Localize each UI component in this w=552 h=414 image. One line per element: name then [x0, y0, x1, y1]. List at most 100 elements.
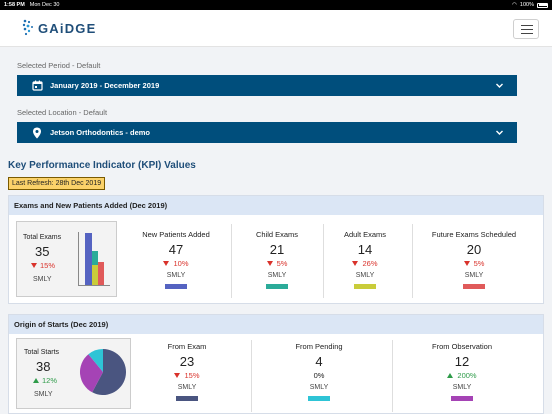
- total-starts-label: Total Starts: [24, 349, 60, 356]
- divider: [412, 224, 413, 298]
- metric-child-exams[interactable]: Child Exams 21 5% SMLY: [238, 230, 316, 289]
- metric-adult-exams[interactable]: Adult Exams 14 26% SMLY: [327, 230, 403, 289]
- total-exams-change-value: 15%: [40, 261, 56, 270]
- metric-change-value: 5%: [473, 259, 485, 268]
- metric-from-exam[interactable]: From Exam 23 15% SMLY: [147, 342, 227, 401]
- total-starts-change: 12%: [33, 376, 57, 385]
- period-value: January 2019 - December 2019: [50, 81, 160, 90]
- metric-change-value: 200%: [457, 371, 477, 380]
- pie-slice-from-exam: [92, 349, 127, 395]
- metric-label: Future Exams Scheduled: [431, 230, 517, 239]
- calendar-icon: [31, 80, 43, 92]
- app-header: GAiDGE: [0, 10, 552, 47]
- total-exams-change: 15%: [31, 261, 55, 270]
- metric-new-patients[interactable]: New Patients Added 47 10% SMLY: [131, 230, 221, 289]
- divider: [323, 224, 324, 298]
- metric-change: 0%: [279, 371, 359, 380]
- metric-label: From Observation: [431, 342, 493, 351]
- metric-from-observation[interactable]: From Observation 12 200% SMLY: [422, 342, 502, 401]
- metric-change-value: 26%: [362, 259, 378, 268]
- metric-label: New Patients Added: [142, 230, 210, 239]
- last-refresh-badge: Last Refresh: 28th Dec 2019: [8, 177, 106, 190]
- arrow-up-icon: [33, 378, 39, 383]
- arrow-down-icon: [266, 261, 273, 266]
- metric-smly: SMLY: [452, 384, 472, 391]
- metric-label: From Pending: [295, 342, 343, 351]
- mini-bar-new-patients: [85, 233, 92, 285]
- logo-dots-icon: [22, 19, 33, 36]
- starts-card-title: Origin of Starts (Dec 2019): [9, 315, 543, 334]
- chevron-down-icon: [496, 130, 503, 135]
- total-starts-value: 38: [36, 359, 51, 374]
- total-starts-change-value: 12%: [42, 376, 58, 385]
- metric-value: 4: [315, 354, 323, 369]
- metric-future-exams[interactable]: Future Exams Scheduled 20 5% SMLY: [419, 230, 529, 289]
- app-logo: GAiDGE: [22, 19, 96, 37]
- metric-change-value: 0%: [313, 371, 325, 380]
- exams-card-title: Exams and New Patients Added (Dec 2019): [9, 196, 543, 215]
- legend-swatch: [354, 284, 376, 289]
- hamburger-menu-icon: [521, 25, 533, 27]
- arrow-down-icon: [163, 261, 170, 266]
- map-pin-icon: [31, 127, 43, 139]
- total-exams-box[interactable]: Total Exams 35 15% SMLY: [16, 221, 117, 297]
- metric-change: 15%: [147, 371, 227, 380]
- metric-smly: SMLY: [166, 272, 186, 279]
- location-selector[interactable]: Jetson Orthodontics - demo: [17, 122, 517, 143]
- hamburger-line: [521, 33, 533, 35]
- status-time: 1:58 PM: [4, 2, 25, 8]
- divider: [251, 340, 252, 412]
- total-starts-box[interactable]: Total Starts 38 12% SMLY: [16, 338, 131, 409]
- metric-change: 26%: [327, 259, 403, 268]
- mini-bar-adult-exams: [92, 265, 98, 285]
- metric-smly: SMLY: [177, 384, 197, 391]
- status-bar: 1:58 PM Mon Dec 30 ◠ 100%: [0, 0, 552, 10]
- battery-percent: 100%: [519, 2, 534, 8]
- location-label: Selected Location - Default: [17, 108, 108, 117]
- metric-change-value: 10%: [173, 259, 189, 268]
- arrow-up-icon: [447, 373, 454, 378]
- hamburger-line: [521, 29, 533, 31]
- metric-value: 14: [357, 242, 373, 257]
- legend-swatch: [451, 396, 473, 401]
- battery-icon: [537, 2, 548, 8]
- hamburger-menu-button[interactable]: [513, 19, 539, 39]
- period-selector[interactable]: January 2019 - December 2019: [17, 75, 517, 96]
- kpi-title: Key Performance Indicator (KPI) Values: [8, 160, 196, 171]
- metric-from-pending[interactable]: From Pending 4 0% SMLY: [279, 342, 359, 401]
- total-exams-smly: SMLY: [33, 276, 52, 283]
- metric-change-value: 5%: [276, 259, 288, 268]
- status-right: ◠ 100%: [512, 2, 548, 8]
- arrow-down-icon: [352, 261, 359, 266]
- period-label: Selected Period - Default: [17, 61, 101, 70]
- metric-label: From Exam: [167, 342, 207, 351]
- metric-value: 47: [168, 242, 184, 257]
- divider: [231, 224, 232, 298]
- wifi-icon: ◠: [512, 2, 517, 8]
- mini-bar-future-exams: [98, 262, 104, 285]
- metric-smly: SMLY: [309, 384, 329, 391]
- metric-smly: SMLY: [355, 272, 375, 279]
- exams-mini-chart: [78, 232, 110, 286]
- metric-value: 12: [454, 354, 470, 369]
- total-exams-label: Total Exams: [23, 234, 62, 241]
- metric-value: 23: [179, 354, 195, 369]
- metric-value: 21: [269, 242, 285, 257]
- total-exams-value: 35: [35, 244, 50, 259]
- arrow-down-icon: [31, 263, 37, 268]
- metric-value: 20: [466, 242, 482, 257]
- arrow-down-icon: [174, 373, 181, 378]
- legend-swatch: [308, 396, 330, 401]
- starts-card: Origin of Starts (Dec 2019) Total Starts…: [8, 314, 544, 414]
- starts-pie-chart: [79, 348, 127, 395]
- metric-label: Adult Exams: [343, 230, 387, 239]
- metric-change: 10%: [131, 259, 221, 268]
- metric-smly: SMLY: [267, 272, 287, 279]
- exams-card: Exams and New Patients Added (Dec 2019) …: [8, 195, 544, 304]
- legend-swatch: [266, 284, 288, 289]
- metric-change-value: 15%: [184, 371, 200, 380]
- metric-change: 5%: [419, 259, 529, 268]
- location-value: Jetson Orthodontics - demo: [50, 128, 151, 137]
- legend-swatch: [165, 284, 187, 289]
- pie-slice-from-observation: [79, 354, 103, 393]
